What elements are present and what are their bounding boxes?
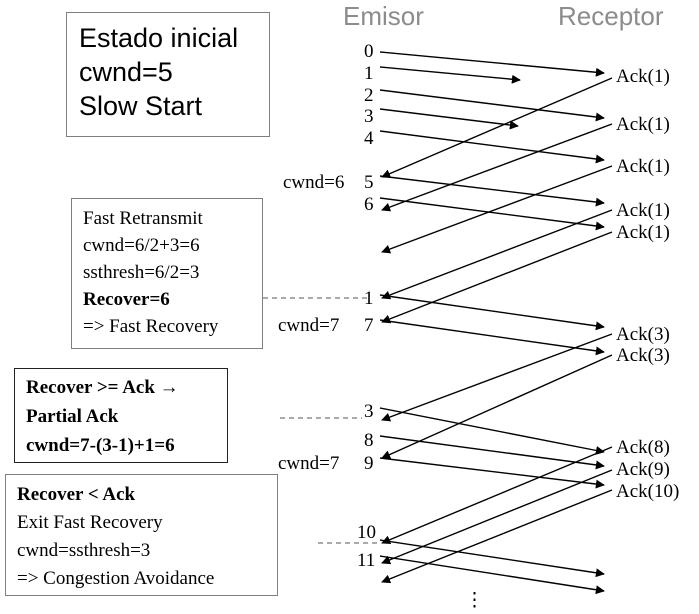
fast-retransmit-cwnd: cwnd=6/2+3=6: [83, 235, 200, 256]
ack-label-9: Ack(9): [616, 459, 670, 480]
sender-header: Emisor: [343, 1, 424, 31]
cwnd-label-6: cwnd=6: [283, 172, 344, 193]
ack-label-8: Ack(8): [616, 437, 670, 458]
seg-label-2: 2: [364, 85, 374, 106]
ack-arrow-1c: [381, 165, 613, 254]
exit-recovery-title: Exit Fast Recovery: [17, 512, 163, 533]
ack-label-3b: Ack(3): [616, 345, 670, 366]
initial-state-box: Estado inicial cwnd=5 Slow Start: [66, 12, 270, 137]
seg-label-retransmit-1: 1: [364, 288, 374, 309]
exit-recovery-cwnd: cwnd=ssthresh=3: [17, 540, 151, 561]
ack-arrow-1b: [381, 123, 613, 212]
seg-label-1: 1: [364, 63, 374, 84]
cwnd-label-7a: cwnd=7: [278, 315, 339, 336]
exit-recovery-condition: Recover < Ack: [17, 484, 136, 505]
fast-retransmit-next-phase: => Fast Recovery: [83, 316, 219, 337]
initial-cwnd: cwnd=5: [79, 57, 173, 87]
seg-label-0: 0: [364, 41, 374, 62]
seg-label-10: 10: [357, 522, 376, 543]
segment-arrow-9: [379, 457, 605, 489]
ack-arrow-10: [381, 489, 613, 584]
exit-recovery-next-phase: => Congestion Avoidance: [17, 568, 215, 589]
ack-arrow-1d: [381, 209, 613, 300]
seg-label-8: 8: [364, 430, 374, 451]
segment-arrow-11: [379, 555, 605, 595]
seg-label-6: 6: [364, 194, 374, 215]
exit-recovery-box: Recover < Ack Exit Fast Recovery cwnd=ss…: [5, 474, 278, 596]
ack-arrow-3a: [381, 333, 613, 422]
segment-arrow-2: [379, 89, 605, 122]
ack-label-1c: Ack(1): [616, 156, 670, 177]
seg-label-11: 11: [357, 550, 375, 571]
ack-label-1b: Ack(1): [616, 114, 670, 135]
ack-arrow-3b: [381, 354, 613, 459]
seg-label-4: 4: [364, 128, 374, 149]
segment-arrow-10: [379, 539, 605, 578]
receiver-header: Receptor: [558, 1, 664, 31]
seg-label-9: 9: [364, 453, 374, 474]
ack-arrow-9: [381, 469, 613, 565]
ack-label-10: Ack(10): [616, 481, 679, 502]
partial-ack-condition: Recover >= Ack →: [26, 377, 179, 398]
ack-label-3a: Ack(3): [616, 324, 670, 345]
seg-label-7: 7: [364, 315, 374, 336]
initial-state-title: Estado inicial: [79, 23, 239, 53]
segment-arrow-retransmit-3: [379, 407, 605, 455]
initial-phase: Slow Start: [79, 91, 203, 121]
segment-arrow-retransmit-1: [379, 294, 605, 331]
seg-label-5: 5: [364, 172, 374, 193]
fast-retransmit-title: Fast Retransmit: [83, 208, 203, 229]
fast-retransmit-recover: Recover=6: [83, 289, 170, 310]
segment-arrow-5: [379, 175, 605, 207]
ack-label-1e: Ack(1): [616, 222, 670, 243]
segment-arrow-4: [379, 130, 605, 164]
continuation-dots: ⋮: [465, 590, 484, 611]
partial-ack-title: Partial Ack: [26, 406, 119, 427]
seg-label-retransmit-3: 3: [364, 401, 374, 422]
fast-retransmit-ssthresh: ssthresh=6/2=3: [83, 262, 200, 283]
ack-arrow-8: [381, 446, 613, 545]
segment-arrow-3-lost: [379, 108, 519, 130]
segment-arrow-0: [379, 51, 605, 77]
ack-arrow-1a: [381, 77, 613, 178]
segment-arrow-6: [379, 197, 605, 231]
segment-arrow-7: [379, 319, 605, 356]
ack-label-1a: Ack(1): [616, 66, 670, 87]
segment-arrow-8: [379, 435, 605, 470]
ack-label-1d: Ack(1): [616, 200, 670, 221]
seg-label-3: 3: [364, 106, 374, 127]
fast-retransmit-box: Fast Retransmit cwnd=6/2+3=6 ssthresh=6/…: [71, 198, 263, 349]
segment-arrow-1-lost: [379, 66, 521, 84]
partial-ack-box: Recover >= Ack → Partial Ack cwnd=7-(3-1…: [14, 368, 228, 463]
cwnd-label-7b: cwnd=7: [278, 453, 339, 474]
ack-arrow-1e: [381, 231, 613, 324]
partial-ack-cwnd: cwnd=7-(3-1)+1=6: [26, 435, 175, 456]
